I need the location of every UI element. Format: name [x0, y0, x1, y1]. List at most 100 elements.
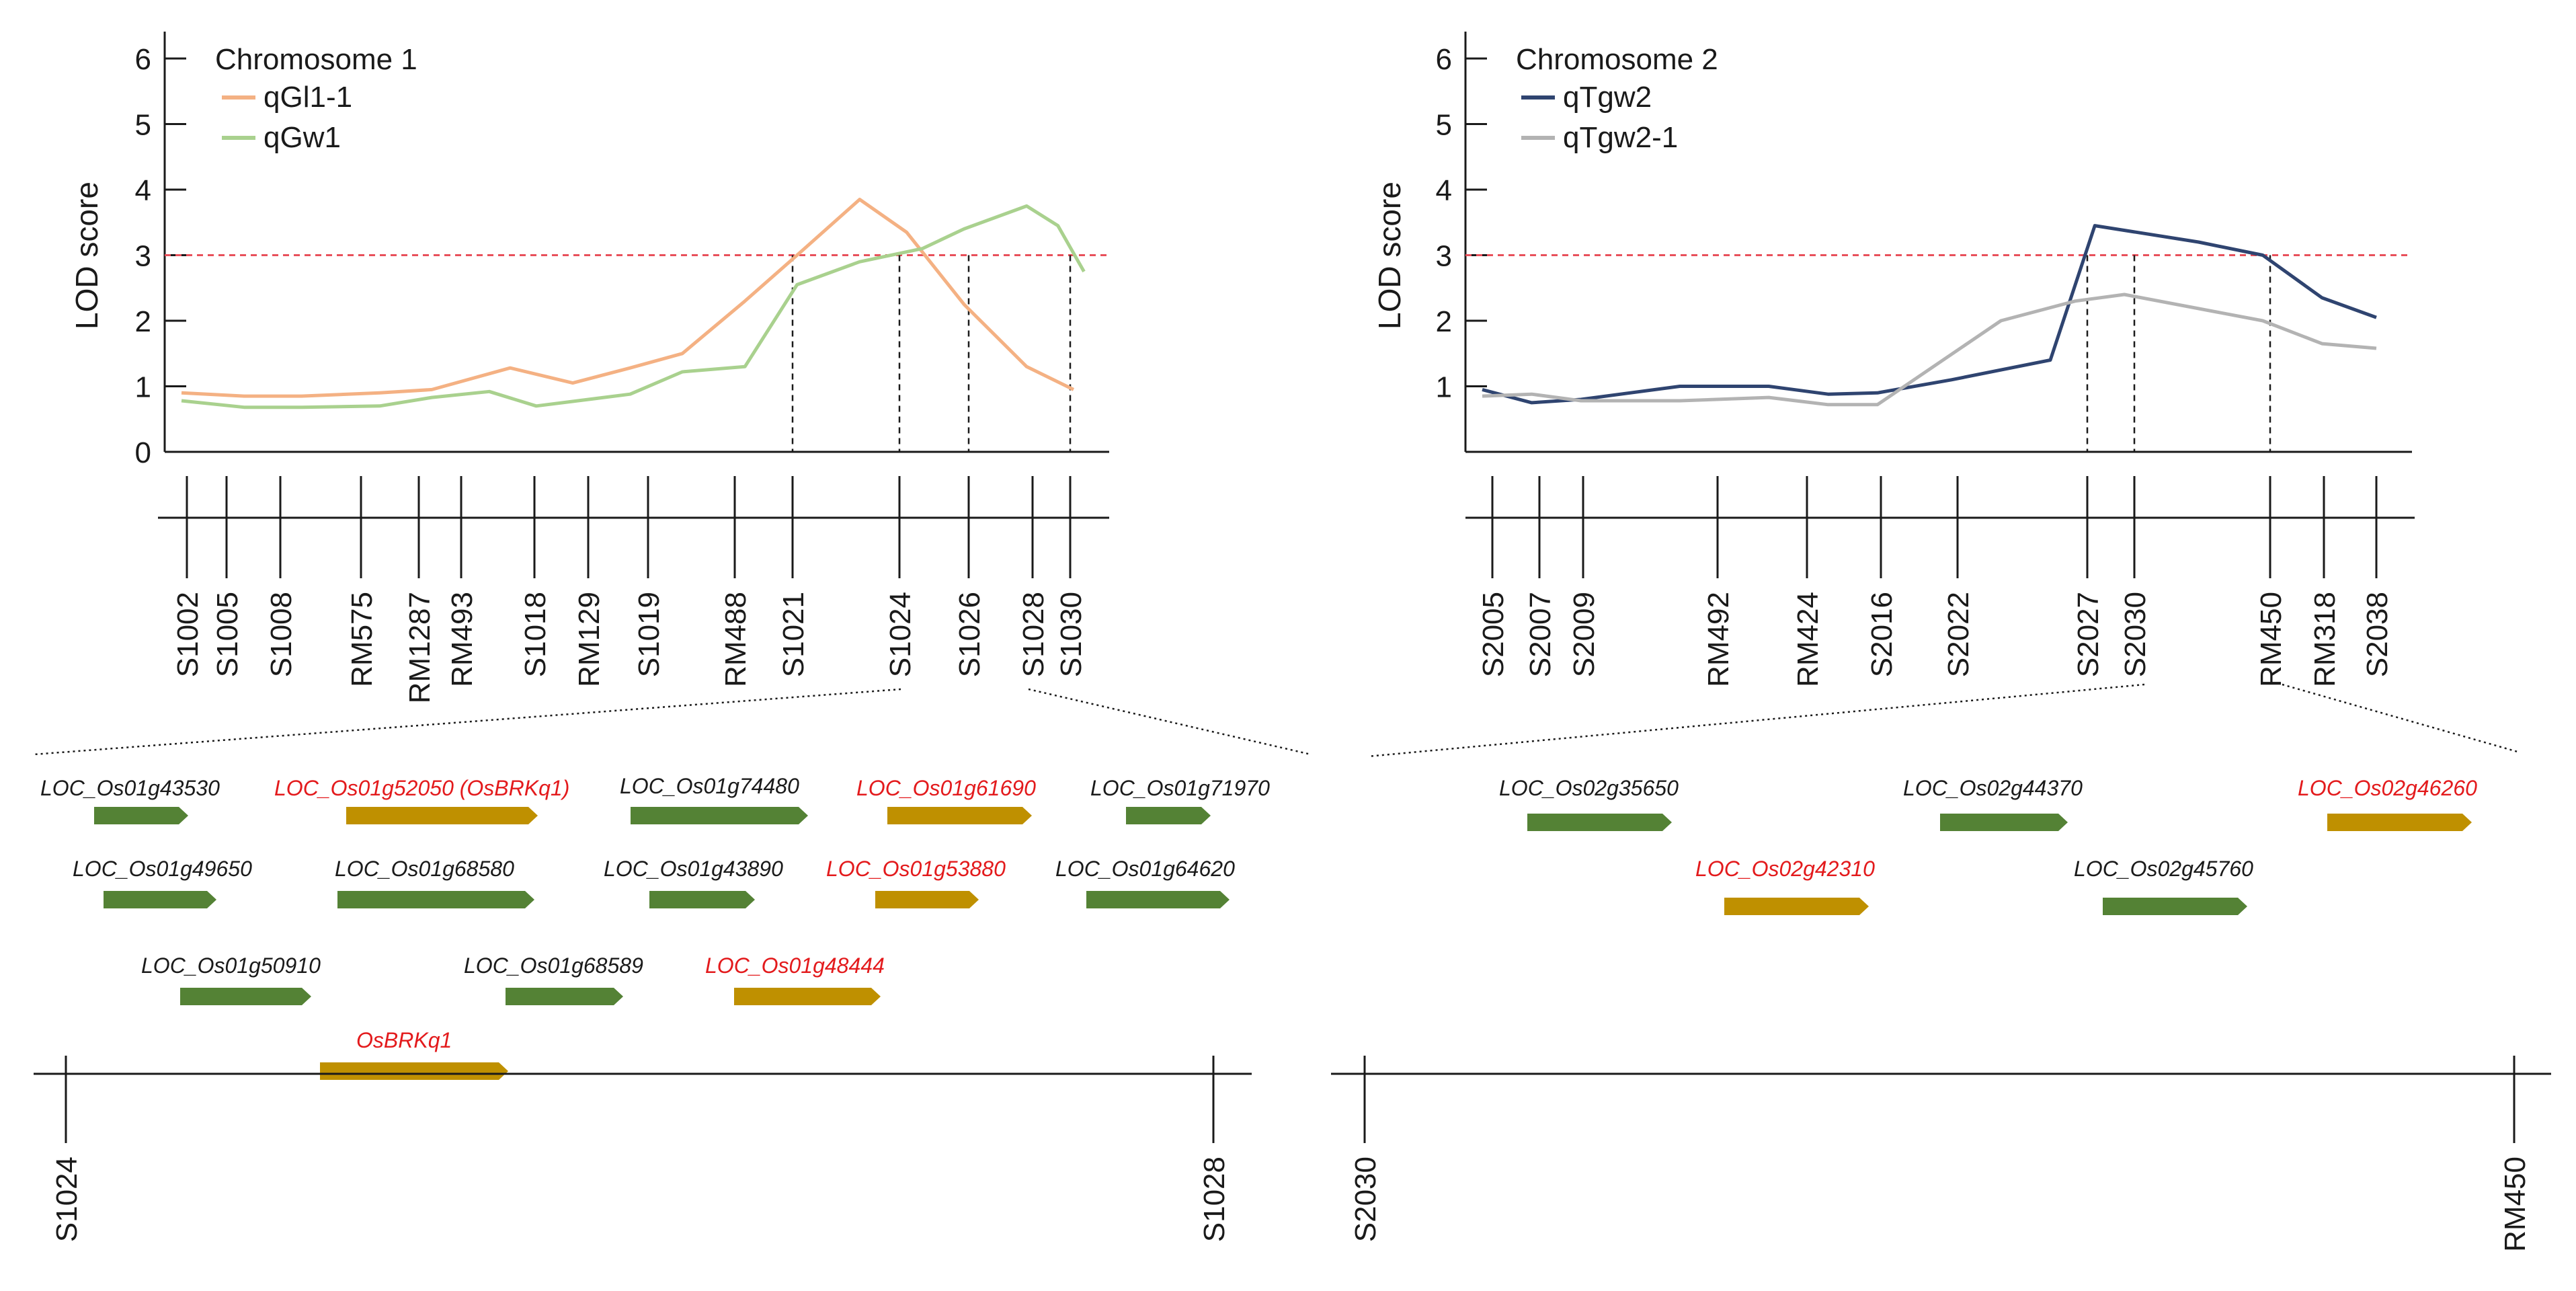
gene-arrow — [875, 891, 979, 908]
gene-label: LOC_Os01g68580 — [335, 857, 514, 881]
y-tick-label: 3 — [135, 240, 151, 273]
marker-label: RM450 — [2255, 592, 2288, 687]
y-tick-label: 2 — [1436, 305, 1452, 338]
gene-label: LOC_Os02g35650 — [1499, 776, 1679, 800]
marker-label: S1008 — [265, 592, 298, 677]
gene-label: LOC_Os01g52050 (OsBRKq1) — [274, 776, 569, 800]
y-tick-label: 4 — [135, 174, 151, 207]
y-tick-label: 1 — [135, 371, 151, 404]
gene-label: LOC_Os01g53880 — [826, 857, 1006, 881]
marker-label: S2009 — [1568, 592, 1601, 677]
gene-label: LOC_Os01g43530 — [40, 776, 220, 800]
marker-label: S1028 — [1017, 592, 1050, 677]
zoom-guide-line — [1028, 688, 1312, 756]
y-tick-label: 5 — [135, 109, 151, 142]
gene-arrow — [320, 1062, 508, 1080]
y-tick-label: 6 — [135, 43, 151, 76]
marker-label: S1002 — [171, 592, 204, 677]
y-tick-label: 6 — [1436, 43, 1452, 76]
gene-label: LOC_Os02g44370 — [1903, 776, 2083, 800]
marker-label: S1005 — [211, 592, 244, 677]
series-line-qTgw2-1 — [1482, 292, 2377, 407]
y-tick-label: 3 — [1436, 240, 1452, 273]
gene-arrow — [94, 807, 188, 824]
gene-label: LOC_Os01g43890 — [604, 857, 783, 881]
chart-title: Chromosome 2 — [1516, 43, 1718, 76]
gene-arrow — [631, 807, 808, 824]
marker-label: S2030 — [2119, 592, 2152, 677]
gene-label: LOC_Os01g64620 — [1055, 857, 1235, 881]
marker-label: RM318 — [2308, 592, 2341, 687]
series-line-qTgw2 — [1482, 224, 2377, 405]
marker-label: S1019 — [633, 592, 666, 677]
marker-label: S1021 — [777, 592, 810, 677]
gene-label: LOC_Os01g49650 — [73, 857, 252, 881]
gene-label: LOC_Os02g42310 — [1695, 857, 1875, 881]
chromosome-2-panel: 1 2 3 4 5 6 LOD score Chromosome 2 qTgw2 qTgw2-1 S… — [1372, 32, 2415, 687]
gene-arrow — [1724, 898, 1869, 915]
marker-label: RM575 — [346, 592, 378, 687]
marker-label: S2007 — [1524, 592, 1557, 677]
chromosome-2-gene-region: LOC_Os02g35650 LOC_Os02g44370 LOC_Os02g462… — [1331, 683, 2551, 1252]
gene-arrow — [649, 891, 755, 908]
gene-arrow — [346, 807, 538, 824]
y-tick-label: 1 — [1436, 371, 1452, 404]
gene-arrow — [180, 988, 311, 1005]
marker-label: RM424 — [1792, 592, 1824, 687]
marker-label: S1018 — [519, 592, 552, 677]
gene-label: LOC_Os02g45760 — [2074, 857, 2253, 881]
marker-label: RM1287 — [403, 592, 436, 703]
gene-label: LOC_Os01g50910 — [141, 953, 321, 978]
legend-label: qTgw2-1 — [1563, 121, 1678, 154]
gene-arrow — [2327, 814, 2472, 831]
gene-arrow — [104, 891, 216, 908]
y-tick-label: 5 — [1436, 109, 1452, 142]
marker-label: RM493 — [446, 592, 479, 687]
region-marker-label: S1024 — [50, 1157, 83, 1242]
marker-label: RM129 — [573, 592, 606, 687]
marker-label: S2016 — [1865, 592, 1898, 677]
region-marker-label: RM450 — [2499, 1157, 2532, 1252]
gene-label: LOC_Os02g46260 — [2298, 776, 2477, 800]
gene-arrow — [1940, 814, 2068, 831]
marker-label: S2005 — [1477, 592, 1510, 677]
zoom-guide-line — [2282, 683, 2518, 753]
chart-title: Chromosome 1 — [215, 43, 417, 76]
region-marker-label: S2030 — [1349, 1157, 1382, 1242]
gene-arrow — [734, 988, 881, 1005]
region-marker-label: S1028 — [1198, 1157, 1231, 1242]
chromosome-1-gene-region: LOC_Os01g43530 LOC_Os01g52050 (OsBRKq1) LO… — [33, 688, 1312, 1242]
y-axis-title: LOD score — [1372, 182, 1407, 329]
gene-label: OsBRKq1 — [356, 1028, 452, 1052]
gene-label: LOC_Os01g48444 — [705, 953, 885, 978]
marker-label: RM492 — [1702, 592, 1735, 687]
zoom-guide-line — [33, 688, 901, 756]
y-tick-label: 0 — [135, 436, 151, 469]
y-tick-label: 4 — [1436, 174, 1452, 207]
legend-label: qTgw2 — [1563, 81, 1652, 114]
y-tick-label: 2 — [135, 305, 151, 338]
gene-arrow — [1126, 807, 1211, 824]
series-line-qGw1 — [181, 204, 1086, 409]
marker-label: S1030 — [1055, 592, 1088, 677]
legend-label: qGw1 — [264, 121, 341, 154]
y-axis-title: LOD score — [69, 182, 104, 329]
gene-arrow — [1527, 814, 1672, 831]
gene-arrow — [1086, 891, 1230, 908]
gene-label: LOC_Os01g74480 — [620, 774, 799, 798]
legend-label: qGl1-1 — [264, 81, 352, 114]
chromosome-1-panel: 0 1 2 3 4 5 6 LOD score Chromosome 1 qGl1-1 qGw1 S1… — [69, 32, 1109, 703]
marker-label: S2038 — [2361, 592, 2394, 677]
marker-label: RM488 — [719, 592, 752, 687]
gene-arrow — [887, 807, 1032, 824]
zoom-guide-line — [1367, 683, 2145, 758]
gene-label: LOC_Os01g71970 — [1090, 776, 1270, 800]
marker-label: S2027 — [2072, 592, 2105, 677]
gene-arrow — [2103, 898, 2247, 915]
series-line-qGl1-1 — [181, 198, 1075, 398]
gene-label: LOC_Os01g61690 — [856, 776, 1036, 800]
gene-arrow — [506, 988, 623, 1005]
marker-label: S1024 — [884, 592, 917, 677]
gene-label: LOC_Os01g68589 — [464, 953, 643, 978]
